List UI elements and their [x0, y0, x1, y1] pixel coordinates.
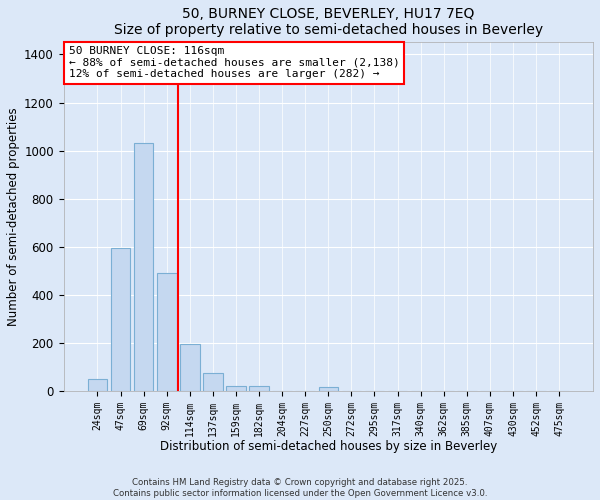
Text: 50 BURNEY CLOSE: 116sqm
← 88% of semi-detached houses are smaller (2,138)
12% of: 50 BURNEY CLOSE: 116sqm ← 88% of semi-de…	[69, 46, 400, 79]
Bar	[111, 248, 130, 391]
Bar	[157, 273, 176, 391]
Bar	[249, 386, 269, 391]
Title: 50, BURNEY CLOSE, BEVERLEY, HU17 7EQ
Size of property relative to semi-detached : 50, BURNEY CLOSE, BEVERLEY, HU17 7EQ Siz…	[114, 7, 543, 37]
Bar	[226, 386, 246, 391]
Bar	[319, 388, 338, 391]
Text: Contains HM Land Registry data © Crown copyright and database right 2025.
Contai: Contains HM Land Registry data © Crown c…	[113, 478, 487, 498]
Bar	[203, 373, 223, 391]
Bar	[180, 344, 200, 391]
Bar	[88, 379, 107, 391]
Bar	[134, 144, 154, 391]
X-axis label: Distribution of semi-detached houses by size in Beverley: Distribution of semi-detached houses by …	[160, 440, 497, 453]
Y-axis label: Number of semi-detached properties: Number of semi-detached properties	[7, 108, 20, 326]
